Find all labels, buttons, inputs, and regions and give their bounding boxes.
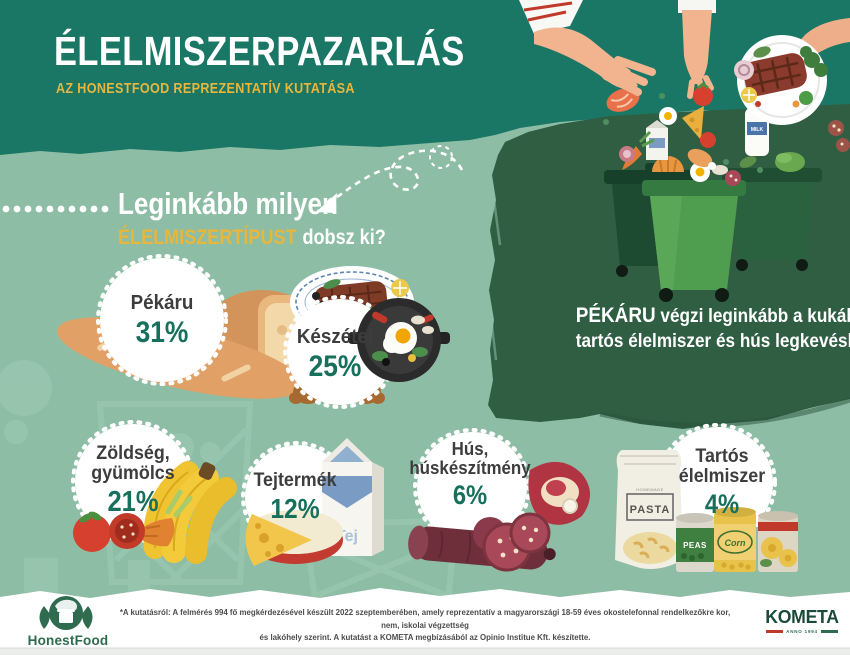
dotted-line-decoration [2, 205, 109, 213]
category-hus: Hús, húskészítmény 6% [394, 439, 546, 511]
right-hand-plate-illustration [734, 18, 850, 125]
category-label: Készétel [296, 326, 374, 348]
category-label: Zöldség, [96, 443, 170, 464]
category-value: 25% [308, 350, 362, 384]
question-highlight: ÉLELMISZERTÍPUST [118, 225, 297, 249]
vegetables-fruit-illustration [71, 420, 237, 564]
dashed-arrow-icon [316, 145, 464, 213]
middle-hand-illustration [678, 0, 716, 106]
dairy-illustration: Tej [241, 438, 384, 566]
pasta-bag-brand: HOMEMADE [636, 487, 664, 492]
footer-band [0, 588, 850, 655]
milk-bottle-label: MILK [751, 127, 764, 133]
meat-illustration [408, 428, 590, 572]
peas-can-label: PEAS [683, 541, 707, 550]
category-value: 4% [704, 489, 740, 520]
question-line1: Leginkább milyen [118, 186, 338, 221]
kometa-logo: KOMETA ANNO 1994 [756, 607, 848, 634]
top-teal-band [0, 0, 850, 155]
pantry-illustration: HOMEMADE PASTA PEAS Corn [615, 423, 798, 572]
key-insight-lead: PÉKÁRU [575, 303, 656, 327]
category-keszetel: Készétel 25% [265, 326, 405, 384]
question-rest: dobsz ki? [302, 225, 386, 249]
category-label-line2: élelmiszer [678, 466, 766, 488]
corn-can-label: Corn [725, 538, 746, 548]
bubble-pekaru [100, 258, 224, 382]
category-value: 21% [107, 486, 159, 519]
bottom-strip [0, 648, 850, 655]
category-value: 12% [270, 493, 320, 525]
category-label: Pékáru [130, 292, 194, 314]
ready-meal-illustration [283, 266, 450, 409]
category-zoldseg-gyumolcs: Zöldség, gyümölcs 21% [63, 443, 203, 519]
page-title: ÉLELMISZERPAZARLÁS [54, 28, 465, 74]
methodology-line2: és lakóhely szerint. A kutatást a KOMETA… [259, 633, 591, 642]
category-label: Tejtermék [253, 470, 337, 491]
key-insight-line1: végzi leginkább a kukában, [660, 305, 850, 327]
category-value: 31% [135, 316, 189, 350]
honestfood-logo-text: HonestFood [27, 633, 109, 648]
question-line2: ÉLELMISZERTÍPUST dobsz ki? [118, 225, 437, 250]
left-hand-illustration [519, 0, 656, 96]
category-label-line2: gyümölcs [91, 463, 175, 485]
kometa-red-line [766, 630, 784, 633]
category-label-line2: húskészítmény [409, 458, 531, 479]
trash-bins-illustration [604, 163, 822, 302]
kometa-logo-text: KOMETA [765, 607, 839, 627]
category-label: Tartós [695, 446, 749, 467]
methodology-line1: *A kutatásról: A felmérés 994 fő megkérd… [119, 608, 731, 630]
key-insight: PÉKÁRU végzi leginkább a kukában, tartós… [558, 303, 850, 354]
pasta-bag-label: PASTA [630, 504, 671, 516]
methodology-note: *A kutatásról: A felmérés 994 fő megkérd… [113, 607, 737, 645]
category-tartos-elelmiszer: Tartós élelmiszer 4% [652, 446, 792, 520]
bubble-hus [417, 432, 527, 542]
category-value: 6% [452, 480, 488, 511]
honestfood-logo-icon [39, 596, 93, 630]
category-label: Hús, [451, 439, 489, 459]
kometa-anno-text: ANNO 1994 [786, 629, 818, 634]
key-insight-line2: tartós élelmiszer és hús legkevésbé. [575, 330, 850, 352]
kometa-green-line [820, 630, 838, 633]
page-subtitle: AZ HONESTFOOD REPREZENTATÍV KUTATÁSA [56, 80, 355, 97]
category-tejtermek: Tejtermék 12% [225, 470, 365, 525]
brush-texture [487, 184, 502, 361]
category-pekaru: Pékáru 31% [92, 292, 232, 350]
